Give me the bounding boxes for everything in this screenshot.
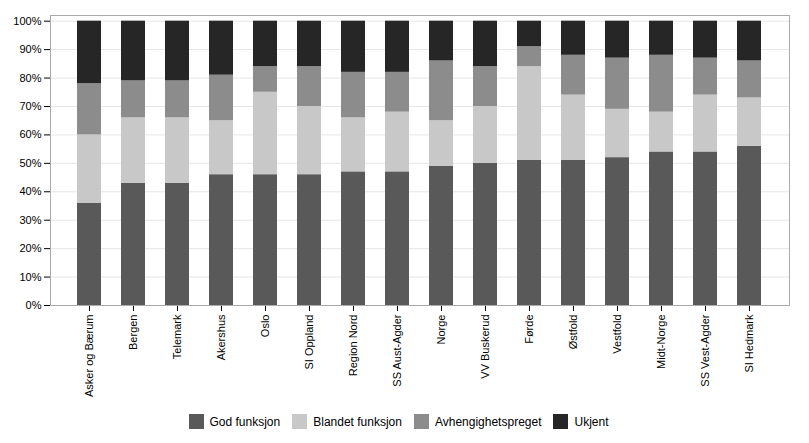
svg-text:90%: 90% [19, 43, 41, 55]
svg-text:50%: 50% [19, 157, 41, 169]
svg-text:Vestfold: Vestfold [611, 315, 623, 354]
svg-text:Oslo: Oslo [259, 315, 271, 338]
svg-text:Bergen: Bergen [127, 315, 139, 350]
svg-text:Førde: Førde [523, 315, 535, 344]
html-text:God funksjon: God funksjon [209, 414, 281, 429]
html-text:Blandet funksjon: Blandet funksjon [313, 414, 402, 429]
svg-text:20%: 20% [19, 242, 41, 254]
svg-text:Norge: Norge [435, 315, 447, 345]
svg-text:60%: 60% [19, 128, 41, 140]
svg-text:Telemark: Telemark [171, 314, 183, 359]
svg-text:70%: 70% [19, 100, 41, 112]
svg-text:40%: 40% [19, 185, 41, 197]
svg-text:10%: 10% [19, 271, 41, 283]
svg-text:SS Aust-Agder: SS Aust-Agder [391, 314, 403, 386]
svg-text:Østfold: Østfold [567, 315, 579, 350]
svg-text:SI Hedmark: SI Hedmark [743, 314, 755, 373]
svg-text:0%: 0% [26, 299, 42, 311]
svg-text:SI Oppland: SI Oppland [303, 315, 315, 370]
svg-text:VV Buskerud: VV Buskerud [479, 315, 491, 379]
svg-text:Midt-Norge: Midt-Norge [655, 315, 667, 369]
svg-text:100%: 100% [13, 15, 41, 27]
svg-text:Akershus: Akershus [215, 314, 227, 360]
html-text:Ukjent: Ukjent [574, 414, 609, 429]
html-text:Avhengighetspreget: Avhengighetspreget [435, 414, 542, 429]
svg-text:Region Nord: Region Nord [347, 315, 359, 377]
svg-text:Asker og Bærum: Asker og Bærum [83, 315, 95, 398]
svg-text:SS Vest-Agder: SS Vest-Agder [699, 314, 711, 386]
svg-text:30%: 30% [19, 214, 41, 226]
svg-text:80%: 80% [19, 72, 41, 84]
